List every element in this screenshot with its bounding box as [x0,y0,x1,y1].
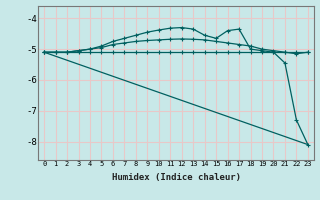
X-axis label: Humidex (Indice chaleur): Humidex (Indice chaleur) [111,173,241,182]
